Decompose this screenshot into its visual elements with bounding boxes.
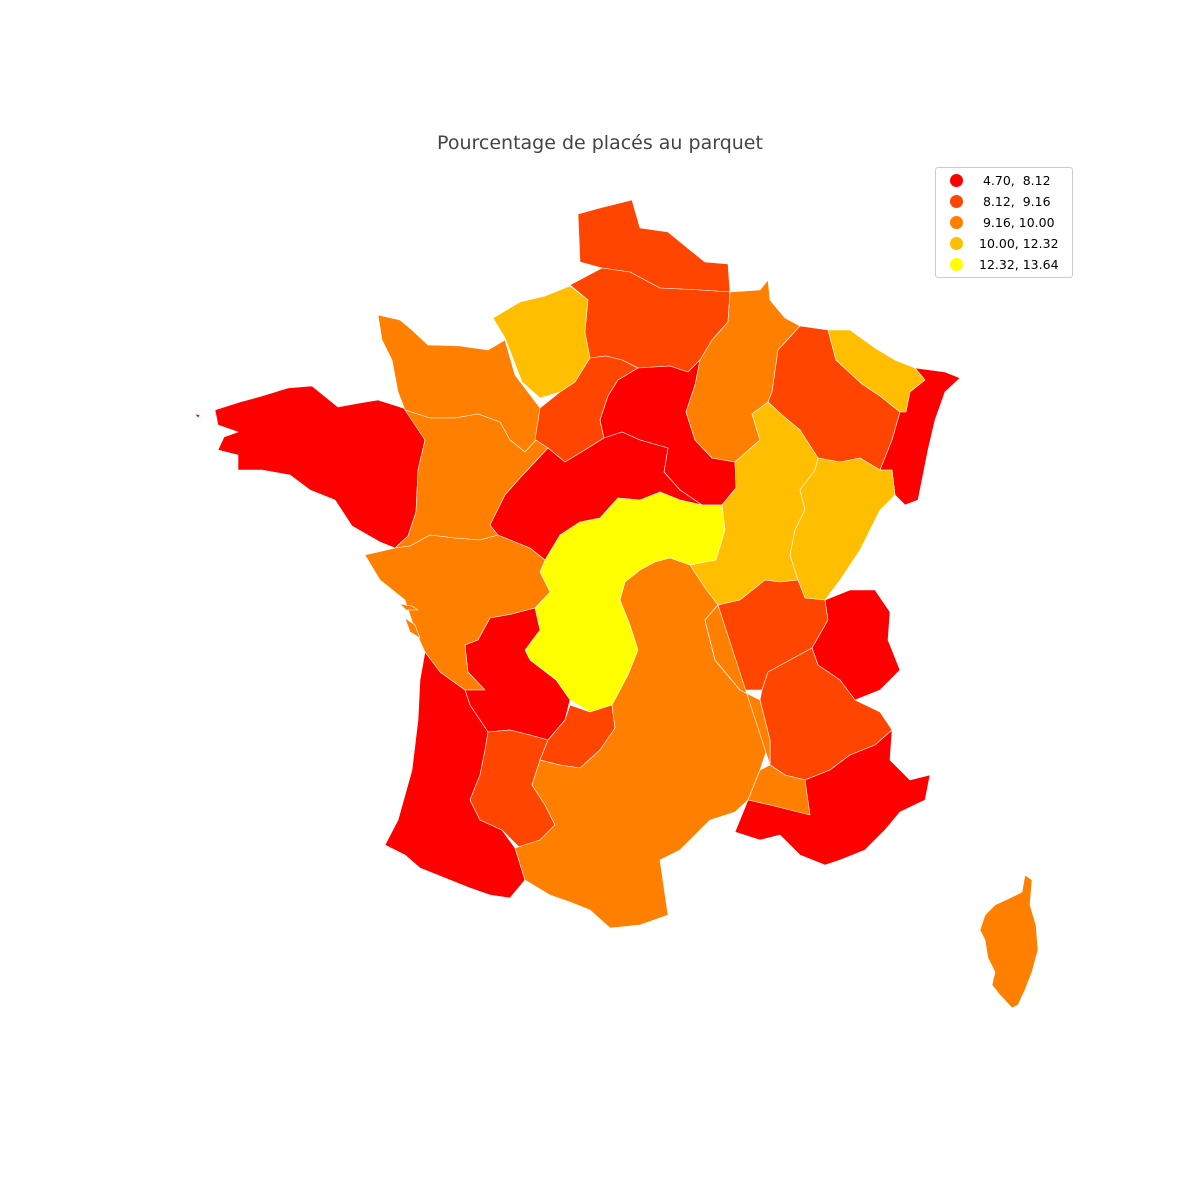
legend-item: 8.12, 9.16: [936, 191, 1072, 212]
legend-item: 9.16, 10.00: [936, 212, 1072, 233]
island-oleron: [404, 617, 421, 639]
legend-label: 8.12, 9.16: [979, 194, 1051, 209]
legend-label: 10.00, 12.32: [979, 236, 1059, 251]
region-franche-comte: [789, 457, 896, 601]
island-re: [399, 603, 419, 611]
region-corse: [979, 874, 1039, 1009]
legend: 4.70, 8.12 8.12, 9.16 9.16, 10.00 10.00, …: [935, 167, 1073, 278]
legend-swatch: [950, 174, 963, 187]
legend-swatch: [950, 216, 963, 229]
region-gironde-landes: [384, 651, 526, 899]
legend-label: 9.16, 10.00: [979, 215, 1055, 230]
legend-label: 4.70, 8.12: [979, 173, 1051, 188]
legend-label: 12.32, 13.64: [979, 257, 1059, 272]
map-title: Pourcentage de placés au parquet: [437, 132, 763, 154]
legend-swatch: [950, 258, 963, 271]
region-bretagne: [214, 385, 431, 549]
legend-item: 4.70, 8.12: [936, 170, 1072, 191]
region-alsace: [879, 367, 961, 506]
legend-swatch: [950, 237, 963, 250]
legend-item: 12.32, 13.64: [936, 254, 1072, 275]
region-languedoc: [704, 604, 811, 816]
legend-swatch: [950, 195, 963, 208]
island-ouessant: [194, 413, 201, 419]
legend-item: 10.00, 12.32: [936, 233, 1072, 254]
